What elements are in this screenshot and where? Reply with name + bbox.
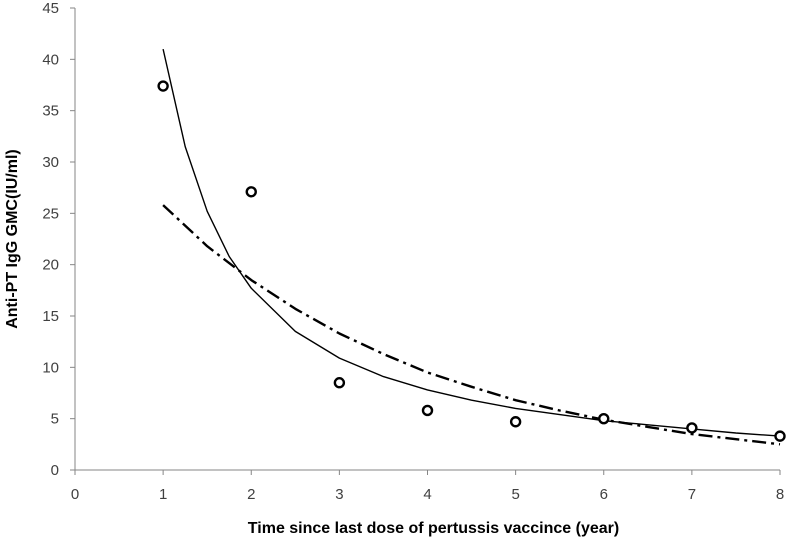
x-tick-labels: 0 1 2 3 4 5 6 7 8 (71, 486, 784, 503)
y-tick-labels: 0 5 10 15 20 25 30 35 40 45 (42, 0, 59, 479)
y-tick-marks (70, 7, 75, 471)
y-tick-label: 45 (42, 0, 59, 17)
x-axis-title: Time since last dose of pertussis vaccin… (248, 520, 619, 537)
x-tick-label: 5 (511, 486, 519, 503)
data-point (598, 412, 610, 425)
y-tick-label: 40 (42, 51, 59, 68)
x-tick-label: 6 (600, 486, 608, 503)
y-tick-label: 0 (51, 462, 59, 479)
y-tick-label: 30 (42, 154, 59, 171)
data-point (686, 422, 698, 434)
y-tick-label: 15 (42, 308, 59, 325)
x-tick-label: 7 (688, 486, 696, 503)
x-tick-label: 4 (423, 486, 431, 503)
x-tick-label: 2 (247, 486, 255, 503)
y-tick-label: 10 (42, 359, 59, 376)
y-tick-label: 20 (42, 257, 59, 274)
dash-dot-fit-line (162, 204, 781, 446)
y-axis-title: Anti-PT IgG GMC(IU/ml) (4, 149, 21, 329)
y-tick-label: 25 (42, 205, 59, 222)
data-point (157, 80, 169, 92)
x-tick-label: 0 (71, 486, 79, 503)
x-tick-label: 3 (335, 486, 343, 503)
x-tick-label: 8 (776, 486, 784, 503)
x-tick-marks (74, 470, 781, 475)
data-point (509, 416, 522, 428)
solid-fit-line (162, 48, 781, 437)
data-point (774, 430, 786, 442)
y-tick-label: 35 (42, 103, 59, 120)
x-tick-label: 1 (159, 486, 167, 503)
data-point (421, 404, 434, 417)
data-point (333, 377, 346, 389)
plot-area (157, 48, 786, 446)
data-point (245, 186, 257, 198)
y-tick-label: 5 (51, 411, 59, 428)
